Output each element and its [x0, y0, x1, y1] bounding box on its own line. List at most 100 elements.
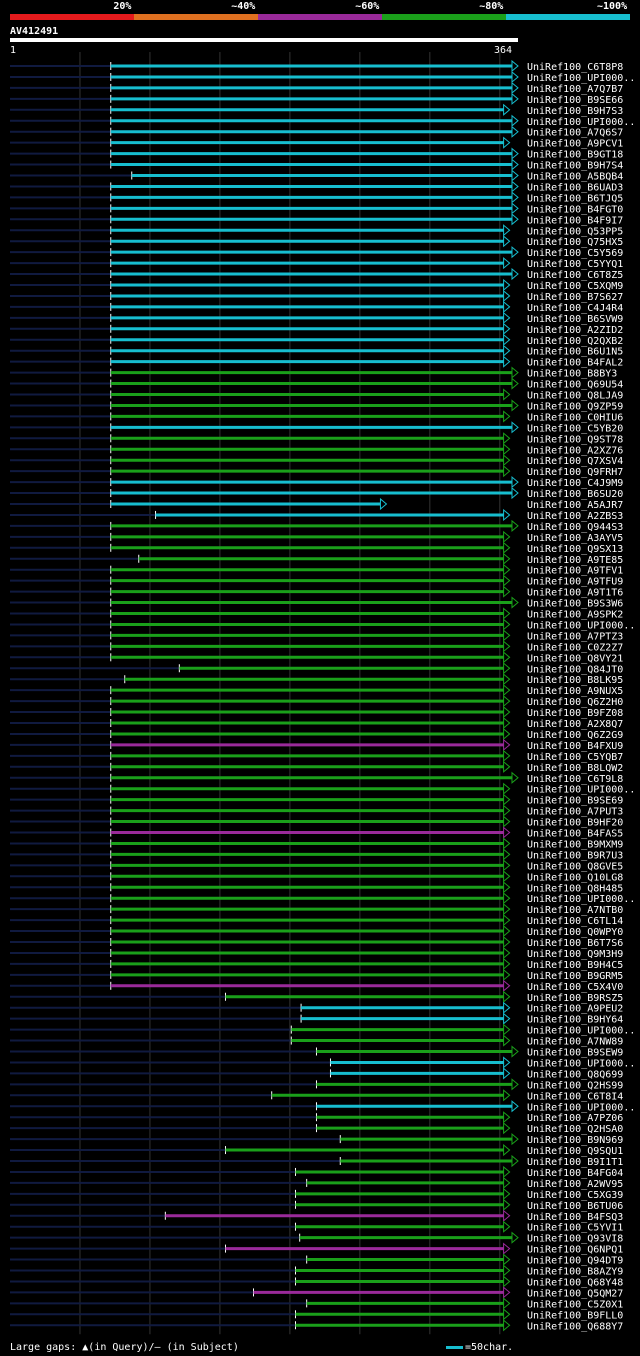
hit-label: UniRef100_B6SU20 — [527, 489, 623, 500]
hit-label: UniRef100_Q75HX5 — [527, 237, 623, 248]
hit-label: UniRef100_C0HIU6 — [527, 412, 623, 423]
subject-gap-marker-icon: — — [154, 1342, 161, 1353]
hit-label: UniRef100_B8LQW2 — [527, 763, 623, 774]
hit-arrow — [503, 716, 511, 730]
hit-label: UniRef100_A2WV95 — [527, 1179, 623, 1190]
hit-arrow — [503, 848, 511, 861]
hit-arrow — [503, 749, 511, 762]
hit-arrow — [503, 684, 511, 697]
hit-arrow — [503, 1242, 511, 1255]
hit-arrow — [511, 246, 519, 259]
hit-arrow — [503, 640, 511, 653]
hit-label: UniRef100_C4J9M9 — [527, 478, 623, 489]
hit-label: UniRef100_C5YYQ1 — [527, 259, 623, 270]
hit-label: UniRef100_Q9ZP59 — [527, 401, 623, 412]
hit-arrow — [511, 191, 519, 204]
hit-arrow — [503, 1165, 511, 1179]
hit-label: UniRef100_UPI000.. — [527, 1026, 635, 1037]
legend-swatch — [382, 14, 506, 20]
hit-arrow — [503, 136, 511, 149]
hit-label: UniRef100_B4FSQ3 — [527, 1212, 623, 1223]
hit-arrow — [511, 377, 519, 390]
legend-swatch — [134, 14, 258, 20]
hit-label: UniRef100_A2ZID2 — [527, 325, 623, 336]
hit-arrow — [503, 837, 511, 850]
hit-arrow — [503, 804, 511, 817]
hit-arrow — [503, 1297, 511, 1310]
hit-label: UniRef100_UPI000.. — [527, 620, 635, 631]
hit-arrow — [503, 695, 511, 708]
hit-arrow — [503, 454, 511, 467]
hit-label: UniRef100_B9FZ08 — [527, 708, 623, 719]
hit-label: UniRef100_B9S3W6 — [527, 599, 623, 610]
hit-label: UniRef100_B9SEW9 — [527, 1048, 623, 1059]
hit-arrow — [511, 1133, 519, 1146]
hit-label: UniRef100_Q8H485 — [527, 883, 623, 894]
hit-label: UniRef100_Q53PP5 — [527, 226, 623, 237]
legend-swatch — [10, 14, 134, 20]
hit-arrow — [503, 924, 511, 938]
hit-arrow — [503, 508, 511, 522]
hit-arrow — [511, 1078, 519, 1091]
legend-label: ~60% — [355, 1, 380, 12]
scale-text: =50char. — [465, 1342, 514, 1353]
hit-label: UniRef100_Q2QXB2 — [527, 336, 623, 347]
hit-arrow — [503, 235, 511, 248]
hit-arrow — [511, 421, 519, 434]
hit-arrow — [503, 1089, 511, 1102]
hit-arrow — [503, 388, 511, 401]
hit-label: UniRef100_B9SE66 — [527, 95, 623, 106]
hit-arrow — [503, 881, 511, 894]
query-gap-marker-icon: ▲ — [82, 1342, 89, 1353]
hit-arrow — [511, 202, 519, 215]
hit-label: UniRef100_A2X8Q7 — [527, 719, 623, 730]
hit-label: UniRef100_B9H7S4 — [527, 161, 623, 172]
hit-arrow — [503, 311, 511, 324]
hit-label: UniRef100_A3AYV5 — [527, 533, 623, 544]
hit-arrow — [503, 826, 511, 839]
hit-label: UniRef100_B7S627 — [527, 292, 623, 303]
hit-label: UniRef100_Q9FRH7 — [527, 467, 623, 478]
hit-arrow — [503, 355, 511, 368]
hit-arrow — [511, 180, 519, 193]
hit-label: UniRef100_Q944S3 — [527, 522, 623, 533]
hit-label: UniRef100_A2XZ76 — [527, 445, 623, 456]
hit-arrow — [503, 1275, 511, 1288]
hit-arrow — [503, 946, 511, 960]
hit-arrow — [503, 1308, 511, 1321]
hit-arrow — [503, 1056, 511, 1069]
hit-arrow — [511, 1154, 519, 1168]
hit-label: UniRef100_A5BQB4 — [527, 172, 623, 183]
hit-arrow — [511, 1045, 519, 1058]
hit-arrow — [503, 289, 511, 303]
legend-swatch — [506, 14, 630, 20]
hit-label: UniRef100_B6TJQ5 — [527, 193, 623, 204]
hit-label: UniRef100_A9NUX5 — [527, 686, 623, 697]
hit-arrow — [503, 793, 511, 806]
hit-label: UniRef100_Q9ST78 — [527, 434, 623, 445]
hit-label: UniRef100_UPI000.. — [527, 1102, 635, 1113]
hit-arrow — [503, 1264, 511, 1277]
hit-arrow — [503, 1198, 511, 1211]
hit-arrow — [503, 103, 511, 116]
hit-arrow — [511, 125, 519, 138]
hit-arrow — [503, 760, 511, 773]
hit-label: UniRef100_C6T8Z5 — [527, 270, 623, 281]
hit-arrow — [503, 705, 511, 719]
hit-arrow — [503, 673, 511, 686]
hit-arrow — [503, 914, 511, 927]
hit-arrow — [511, 1100, 519, 1113]
hit-arrow — [503, 979, 511, 992]
hit-label: UniRef100_B4FG04 — [527, 1168, 623, 1179]
hit-arrow — [503, 1286, 511, 1299]
hit-label: UniRef100_UPI000.. — [527, 785, 635, 796]
hit-label: UniRef100_Q9SX13 — [527, 544, 623, 555]
hit-arrow — [511, 476, 519, 489]
legend-label: ~40% — [231, 1, 256, 12]
hit-label: UniRef100_B6U1N5 — [527, 347, 623, 358]
hit-arrow — [503, 1143, 511, 1157]
hit-label: UniRef100_C5Y569 — [527, 248, 623, 259]
hit-arrow — [503, 738, 511, 751]
hit-label: UniRef100_A9TE85 — [527, 555, 623, 566]
query-gap-text: (in Query)/ — [88, 1342, 155, 1353]
